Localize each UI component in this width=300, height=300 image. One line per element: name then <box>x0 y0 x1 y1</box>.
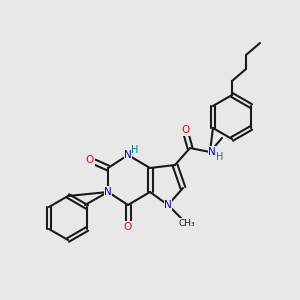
Text: N: N <box>104 187 112 197</box>
Text: H: H <box>131 145 139 155</box>
Text: O: O <box>124 222 132 232</box>
Text: N: N <box>164 200 172 210</box>
Text: O: O <box>181 125 189 135</box>
Text: O: O <box>86 155 94 165</box>
Text: H: H <box>216 152 224 162</box>
Text: N: N <box>124 150 132 160</box>
Text: N: N <box>208 147 216 157</box>
Text: CH₃: CH₃ <box>179 218 195 227</box>
